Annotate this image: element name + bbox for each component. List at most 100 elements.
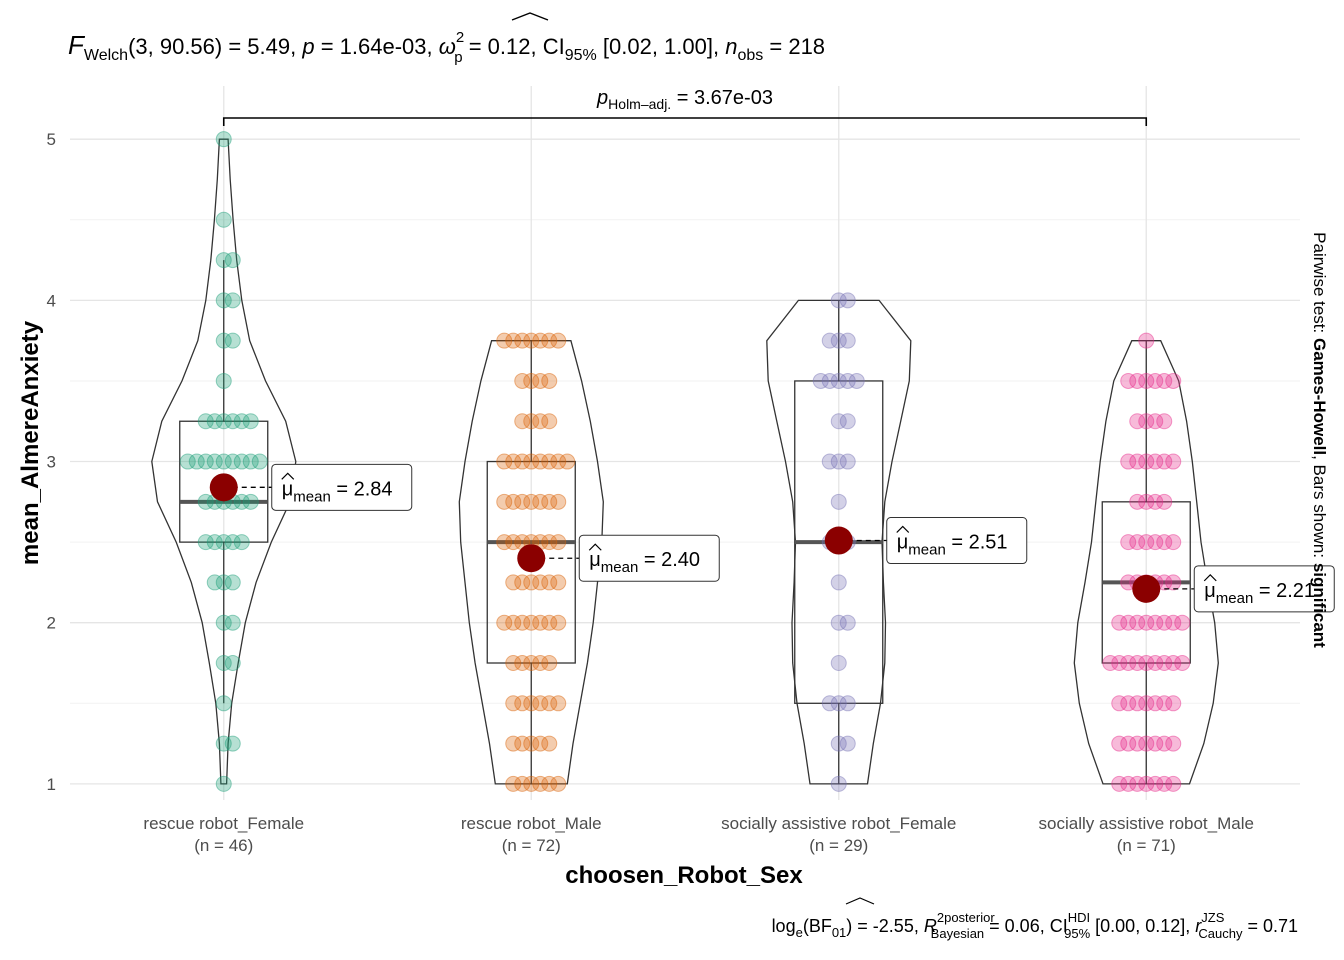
stat-omega-sub: p [454, 49, 462, 66]
stat-omega-value: = 0.12, [463, 34, 537, 59]
data-point [532, 372, 549, 389]
stat-title: FWelch(3, 90.56) = 5.49, p = 1.64e-03, ω… [68, 29, 825, 66]
data-point [224, 413, 241, 430]
data-point [1165, 453, 1182, 470]
data-point [523, 413, 540, 430]
mean-label-value: = 2.40 [638, 549, 700, 571]
data-point [514, 332, 531, 349]
y-tick-labels: 1 2 3 4 5 [47, 130, 56, 794]
data-point [541, 332, 558, 349]
data-point [514, 775, 531, 792]
violins [151, 138, 1219, 785]
bayes-bf-value: ) = -2.55, [846, 916, 919, 936]
bayes-log-sub: e [796, 925, 803, 940]
x-tick-count: (n = 72) [502, 836, 561, 855]
data-point [550, 534, 567, 551]
data-point [215, 292, 232, 309]
data-point [1147, 493, 1164, 510]
box-0 [179, 420, 269, 543]
data-point [830, 775, 847, 792]
side-caption-test: Games-Howell [1310, 338, 1329, 455]
data-point [215, 211, 232, 228]
data-point [532, 655, 549, 672]
data-point [1165, 695, 1182, 712]
boxplots [179, 260, 1191, 784]
data-point [514, 655, 531, 672]
data-point [215, 775, 232, 792]
data-point [1129, 372, 1146, 389]
data-point [532, 614, 549, 631]
data-point [514, 453, 531, 470]
data-point [1174, 655, 1191, 672]
data-point [242, 453, 259, 470]
side-caption-shown: significant [1310, 563, 1329, 648]
stat-omega-sup: 2 [456, 29, 464, 46]
data-point [514, 735, 531, 752]
data-point [1129, 614, 1146, 631]
stat-ci-symbol: CI [543, 34, 565, 59]
data-point [206, 574, 223, 591]
data-point [523, 332, 540, 349]
data-point [550, 775, 567, 792]
data-point [505, 614, 522, 631]
data-point [224, 292, 241, 309]
data-point [830, 372, 847, 389]
mean-label-sub: mean [1216, 590, 1254, 607]
violin-1 [458, 340, 604, 785]
data-point [1165, 372, 1182, 389]
data-point [550, 574, 567, 591]
data-point [523, 453, 540, 470]
x-tick-label: socially assistive robot_Female [721, 814, 956, 833]
data-point [541, 614, 558, 631]
mean-label-symbol: μ [1204, 580, 1216, 602]
bracket-line [222, 117, 1148, 126]
data-point [550, 695, 567, 712]
data-point [821, 332, 838, 349]
x-axis-title: choosen_Robot_Sex [565, 862, 803, 889]
data-point [505, 775, 522, 792]
data-point [550, 453, 567, 470]
data-point [496, 493, 513, 510]
data-point [559, 453, 576, 470]
side-caption-middle: , Bars shown: [1310, 455, 1329, 563]
omega-hat [511, 12, 549, 21]
data-point [1138, 655, 1155, 672]
data-point [505, 735, 522, 752]
box-1 [486, 460, 576, 664]
data-point [1156, 775, 1173, 792]
x-tick-label: rescue robot_Male [461, 814, 602, 833]
data-point [839, 292, 856, 309]
data-point [233, 413, 250, 430]
data-point [1165, 534, 1182, 551]
bayes-r-sub: Bayesian [931, 926, 984, 941]
data-point [1147, 735, 1164, 752]
data-point [1147, 372, 1164, 389]
data-point [1147, 534, 1164, 551]
grid-lines [70, 86, 1300, 800]
data-point [532, 735, 549, 752]
data-point [1147, 614, 1164, 631]
data-point [1102, 655, 1119, 672]
data-point [514, 493, 531, 510]
data-point [224, 655, 241, 672]
stat-p-value: = 1.64e-03, [315, 34, 433, 59]
data-point [1111, 695, 1128, 712]
data-point [1120, 775, 1137, 792]
data-point [215, 413, 232, 430]
bayes-caption: loge(BF01) = -2.55, R2posterior Bayesian … [772, 910, 1298, 941]
mean-label: μmean = 2.84 [282, 478, 393, 505]
data-point [1129, 453, 1146, 470]
mean-label-symbol: μ [897, 532, 909, 554]
stat-ci-sub: 95% [565, 47, 597, 64]
data-point [830, 614, 847, 631]
stat-f-symbol: F [68, 30, 86, 60]
data-point [1156, 413, 1173, 430]
x-tick-label: socially assistive robot_Male [1039, 814, 1254, 833]
mean-label-hat [281, 472, 295, 480]
data-point [839, 372, 856, 389]
bracket-p-sub: Holm–adj. [608, 96, 671, 112]
data-point [839, 695, 856, 712]
bracket-label: pHolm–adj. = 3.67e-03 [596, 87, 773, 112]
x-tick-label: rescue robot_Female [143, 814, 304, 833]
